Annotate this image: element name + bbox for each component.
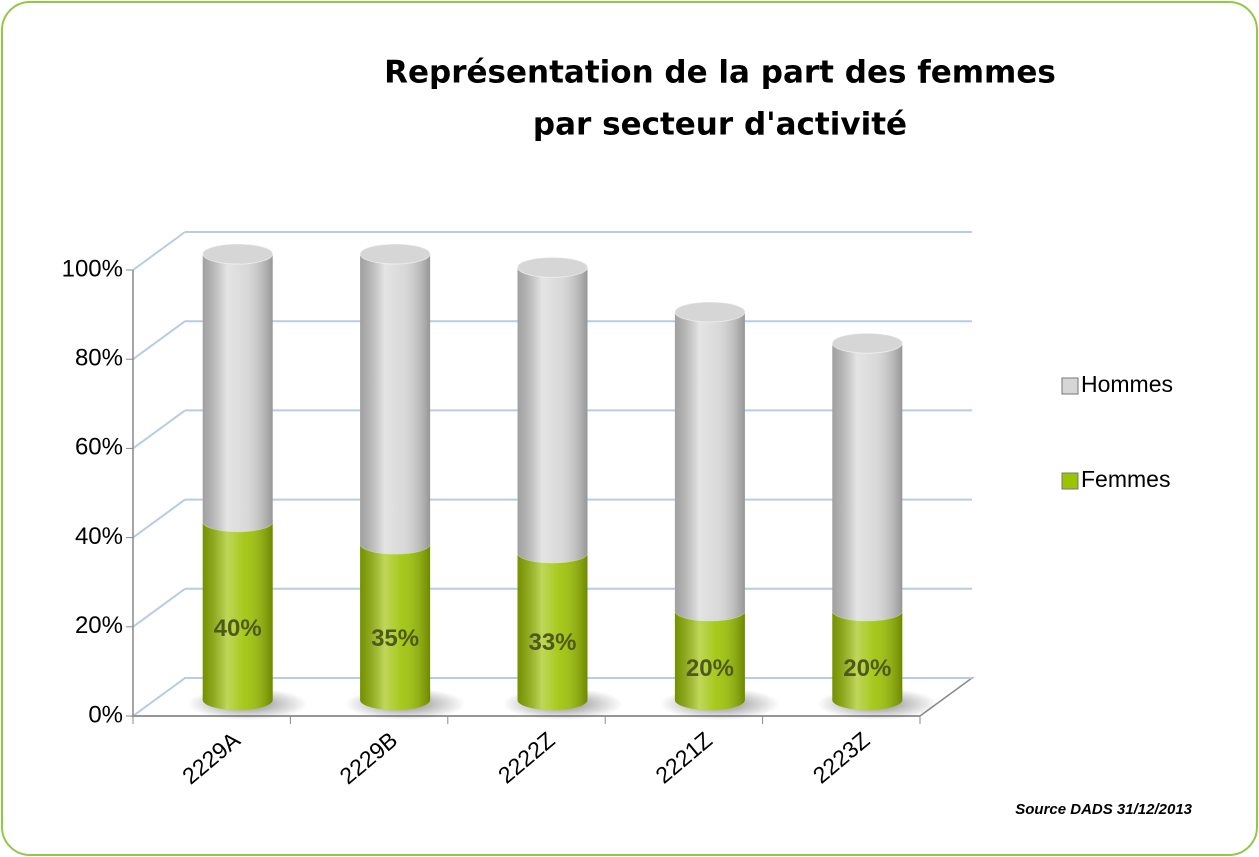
legend-swatch	[1061, 377, 1079, 395]
cylinder-shading	[832, 333, 903, 621]
grid-line	[132, 677, 186, 717]
grid-line	[132, 409, 186, 450]
grid-line	[132, 587, 186, 628]
cylinder-top	[517, 256, 588, 278]
cylinder-shading	[674, 600, 745, 710]
cylinder-shading	[832, 600, 903, 710]
grid-line	[132, 498, 186, 539]
cylinder-shading	[517, 542, 588, 710]
value-label: 33%	[528, 629, 576, 656]
cylinder-shading	[674, 301, 745, 621]
y-tick-label: 80%	[75, 345, 123, 372]
grid-line	[132, 231, 186, 271]
y-tick-label: 60%	[75, 434, 123, 461]
value-label: 20%	[686, 655, 734, 682]
legend-label: Femmes	[1081, 466, 1170, 492]
y-tick-label: 0%	[88, 701, 123, 728]
y-tick-label: 40%	[75, 523, 123, 550]
cylinder-top	[674, 301, 746, 323]
chart-title: Représentation de la part des femmes	[384, 55, 1056, 91]
chart-title: par secteur d'activité	[533, 107, 907, 143]
cylinder-shading	[360, 244, 431, 554]
y-tick-label: 100%	[62, 255, 123, 282]
grid-line	[132, 320, 186, 361]
cylinder-top	[831, 332, 903, 354]
cylinder-top	[359, 243, 431, 265]
cylinder-shading	[517, 257, 588, 563]
legend-swatch	[1061, 472, 1079, 490]
cylinder-shading	[202, 244, 273, 532]
value-label: 20%	[843, 655, 891, 682]
value-label: 35%	[371, 625, 419, 652]
y-tick-label: 20%	[75, 612, 123, 639]
cylinder-top	[202, 243, 274, 265]
cylinder-shading	[202, 511, 273, 710]
value-label: 40%	[214, 615, 262, 642]
cylinder-shading	[360, 533, 431, 710]
legend-label: Hommes	[1081, 371, 1173, 397]
source-note: Source DADS 31/12/2013	[1015, 801, 1192, 818]
